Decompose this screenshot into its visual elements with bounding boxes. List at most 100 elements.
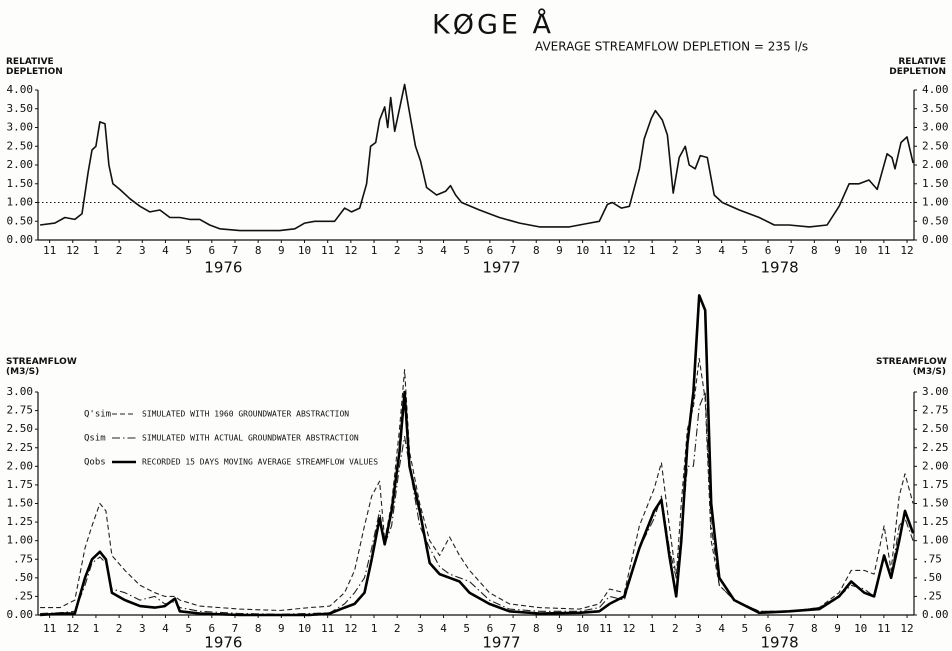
y-tick-label: 0.00 [7, 608, 34, 621]
x-tick-label: 4 [718, 244, 725, 257]
y-axis-label: STREAMFLOW (M3/S) [6, 357, 77, 377]
y-tick-label-right: 3.00 [922, 385, 949, 398]
x-tick-label: 6 [208, 622, 215, 635]
year-label: 1976 [204, 259, 242, 277]
x-tick-label: 10 [576, 622, 589, 635]
y-tick-label: 3.00 [7, 385, 34, 398]
y-tick-label-right: 0.50 [922, 214, 949, 227]
y-tick-label: 1.00 [7, 534, 34, 547]
x-tick-label: 9 [556, 244, 563, 257]
year-label: 1977 [482, 634, 520, 651]
x-tick-label: 10 [854, 244, 867, 257]
y-tick-label: 0.00 [7, 233, 34, 246]
x-tick-label: 2 [394, 244, 401, 257]
x-tick-label: 5 [463, 244, 470, 257]
x-tick-label: 1 [371, 622, 378, 635]
y-tick-label-right: 3.00 [922, 121, 949, 134]
x-tick-label: 5 [742, 622, 749, 635]
x-tick-label: 11 [321, 244, 334, 257]
x-tick-label: 3 [139, 622, 146, 635]
x-tick-label: 11 [43, 622, 56, 635]
y-tick-label: 1.25 [7, 515, 34, 528]
y-tick-label: 2.50 [7, 422, 34, 435]
y-tick-label-right: 1.00 [922, 196, 949, 209]
x-tick-label: 1 [371, 244, 378, 257]
x-tick-label: 9 [278, 244, 285, 257]
x-tick-label: 7 [788, 622, 795, 635]
y-tick-label: 4.00 [7, 83, 34, 96]
y-tick-label-right: 0.00 [922, 608, 949, 621]
x-tick-label: 1 [93, 244, 100, 257]
x-tick-label: 1 [649, 244, 656, 257]
x-tick-label: 6 [765, 244, 772, 257]
x-tick-label: 3 [417, 622, 424, 635]
x-tick-label: 8 [255, 622, 262, 635]
y-tick-label: .50 [13, 571, 33, 584]
y-axis-label-right: STREAMFLOW (M3/S) [876, 357, 947, 377]
x-tick-label: 11 [43, 244, 56, 257]
y-tick-label: 2.00 [7, 158, 34, 171]
y-tick-label-right: 3.50 [922, 102, 949, 115]
y-tick-label-right: 1.50 [922, 497, 949, 510]
data-line [39, 83, 914, 232]
y-tick-label-right: 1.75 [922, 478, 949, 491]
year-label: 1977 [482, 259, 520, 277]
x-tick-label: 4 [162, 244, 169, 257]
legend-label: SIMULATED WITH ACTUAL GROUNDWATER ABSTRA… [142, 434, 359, 443]
x-tick-label: 2 [116, 622, 123, 635]
y-tick-label-right: .50 [922, 571, 942, 584]
x-tick-label: 3 [417, 244, 424, 257]
x-tick-label: 10 [298, 244, 311, 257]
x-tick-label: 2 [672, 244, 679, 257]
x-tick-label: 8 [811, 622, 818, 635]
x-tick-label: 10 [854, 622, 867, 635]
y-tick-label-right: 1.25 [922, 515, 949, 528]
x-tick-label: 3 [139, 244, 146, 257]
x-tick-label: 8 [533, 244, 540, 257]
x-tick-label: 9 [834, 622, 841, 635]
x-tick-label: 8 [811, 244, 818, 257]
y-tick-label: 2.75 [7, 404, 34, 417]
y-tick-label-right: 2.25 [922, 441, 949, 454]
x-tick-label: 12 [900, 244, 913, 257]
series-line [40, 391, 914, 615]
legend-label: RECORDED 15 DAYS MOVING AVERAGE STREAMFL… [142, 458, 378, 467]
x-tick-label: 9 [556, 622, 563, 635]
x-tick-label: 10 [576, 244, 589, 257]
x-tick-label: 7 [510, 244, 517, 257]
x-tick-label: 3 [695, 244, 702, 257]
y-tick-label-right: 2.00 [922, 459, 949, 472]
y-tick-label-right: 0.00 [922, 233, 949, 246]
x-tick-label: 7 [510, 622, 517, 635]
x-tick-label: 5 [185, 622, 192, 635]
y-tick-label: 2.50 [7, 139, 34, 152]
y-axis-label: RELATIVE DEPLETION [6, 57, 63, 77]
x-tick-label: 6 [208, 244, 215, 257]
x-tick-label: 9 [834, 244, 841, 257]
series-line [40, 357, 914, 612]
x-tick-label: 10 [298, 622, 311, 635]
x-tick-label: 6 [487, 622, 494, 635]
x-tick-label: 2 [394, 622, 401, 635]
x-tick-label: 11 [321, 622, 334, 635]
x-tick-label: 12 [622, 622, 635, 635]
x-tick-label: 12 [622, 244, 635, 257]
y-tick-label-right: 1.00 [922, 534, 949, 547]
y-tick-label-right: 2.75 [922, 404, 949, 417]
x-tick-label: 11 [599, 244, 612, 257]
x-tick-label: 2 [116, 244, 123, 257]
x-tick-label: 11 [877, 622, 890, 635]
x-tick-label: 12 [344, 622, 357, 635]
y-tick-label: 3.50 [7, 102, 34, 115]
x-tick-label: 3 [695, 622, 702, 635]
y-tick-label: .75 [13, 552, 33, 565]
x-tick-label: 1 [649, 622, 656, 635]
x-tick-label: 4 [440, 244, 447, 257]
x-tick-label: 4 [440, 622, 447, 635]
y-tick-label-right: .75 [922, 552, 942, 565]
chart-subtitle: AVERAGE STREAMFLOW DEPLETION = 235 l/s [535, 40, 808, 54]
y-tick-label-right: 4.00 [922, 83, 949, 96]
x-tick-label: 7 [232, 622, 239, 635]
year-label: 1976 [204, 634, 242, 651]
